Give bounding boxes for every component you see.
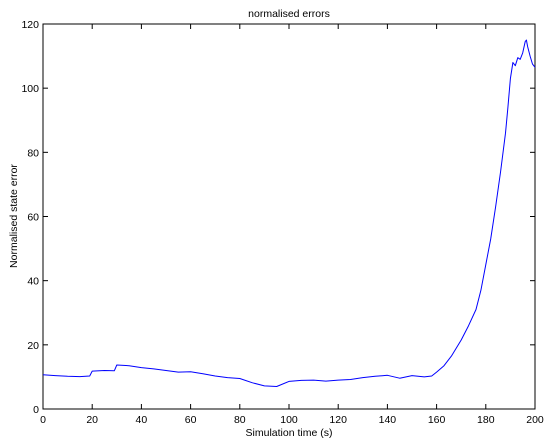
x-tick-label: 80: [234, 414, 246, 426]
y-axis-title: Normalised state error: [8, 164, 20, 268]
x-tick-label: 160: [428, 414, 446, 426]
y-tick-label: 20: [27, 340, 39, 352]
x-axis-title: Simulation time (s): [246, 427, 333, 439]
y-tick-label: 100: [21, 83, 39, 95]
series-line: [42, 39, 536, 387]
x-tick-label: 200: [526, 414, 544, 426]
y-tick-label: 40: [27, 276, 39, 288]
x-tick-label: 0: [40, 414, 46, 426]
x-tick-label: 140: [379, 414, 397, 426]
x-tick-label: 180: [477, 414, 495, 426]
x-tick-label: 100: [280, 414, 298, 426]
y-tick-label: 60: [27, 212, 39, 224]
y-tick-label: 80: [27, 147, 39, 159]
x-tick-label: 120: [329, 414, 347, 426]
series-layer: [42, 39, 536, 387]
y-axis: 0 20 40 60 80 100 120: [21, 19, 535, 416]
plot-area: [42, 23, 536, 410]
chart-title: normalised errors: [248, 8, 330, 20]
x-axis: 0 20 40 60 80 100 120 140 160 180 200: [40, 24, 544, 426]
y-tick-label: 120: [21, 19, 39, 31]
y-tick-label: 0: [33, 404, 39, 416]
x-tick-label: 60: [185, 414, 197, 426]
x-tick-label: 40: [136, 414, 148, 426]
x-tick-label: 20: [86, 414, 98, 426]
